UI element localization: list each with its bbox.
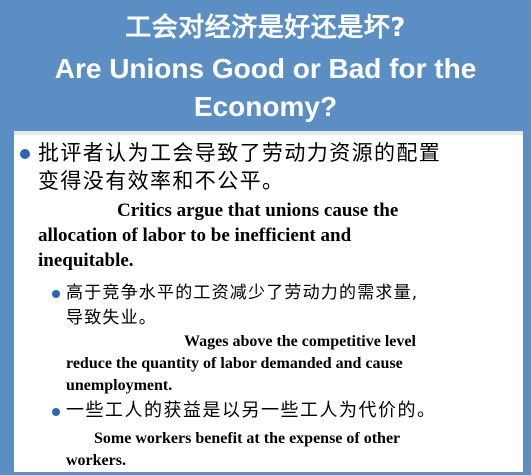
bullet-2-english-line-2: reduce the quantity of labor demanded an… <box>66 355 403 372</box>
title-english-line-1: Are Unions Good or Bad for the <box>54 53 477 84</box>
bullet-2-chinese-line-1: 高于竞争水平的工资减少了劳动力的需求量, <box>66 283 419 303</box>
slide-title: 工会对经济是好还是坏? Are Unions Good or Bad for t… <box>0 0 531 126</box>
title-chinese: 工会对经济是好还是坏? <box>125 13 406 43</box>
bullet-2-english-line-3: unemployment. <box>66 377 173 394</box>
bullet-3-chinese-line-1: 一些工人的获益是以另一些工人为代价的。 <box>66 400 437 421</box>
bullet-1-english-line-3: inequitable. <box>38 250 134 271</box>
bullet-2-english-line-1: Wages above the competitive level <box>184 333 416 350</box>
bullet-1-english-line-2: allocation of labor to be inefficient an… <box>38 225 352 246</box>
bullet-1-chinese-line-2: 变得没有效率和不公平。 <box>38 169 285 193</box>
sub-bullet-dot-icon <box>52 290 60 298</box>
sub-bullet-dot-icon <box>52 408 60 416</box>
bullet-3-english-line-2: workers. <box>66 452 126 469</box>
bullet-3-english-line-1: Some workers benefit at the expense of o… <box>94 430 401 447</box>
bullet-dot-icon <box>20 149 30 159</box>
bullet-1-chinese-line-1: 批评者认为工会导致了劳动力资源的配置 <box>38 141 442 165</box>
title-english-line-2: Economy? <box>193 91 338 122</box>
content-panel: 批评者认为工会导致了劳动力资源的配置 变得没有效率和不公平。 Critics a… <box>14 131 523 472</box>
bullet-2-chinese-line-2: 导致失业。 <box>66 308 157 328</box>
bullet-1-english-line-1: Critics argue that unions cause the <box>117 200 399 221</box>
